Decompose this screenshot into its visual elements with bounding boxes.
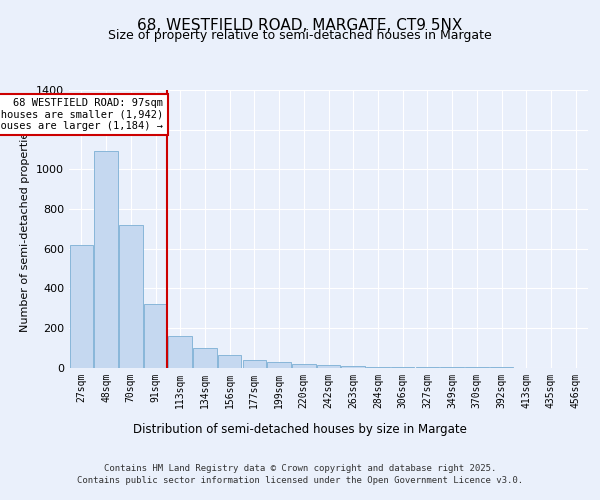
Bar: [366, 366, 389, 368]
Bar: [119, 225, 143, 368]
Y-axis label: Number of semi-detached properties: Number of semi-detached properties: [20, 126, 31, 332]
Text: Contains public sector information licensed under the Open Government Licence v3: Contains public sector information licen…: [77, 476, 523, 485]
Bar: [144, 304, 167, 368]
Text: Contains HM Land Registry data © Crown copyright and database right 2025.: Contains HM Land Registry data © Crown c…: [104, 464, 496, 473]
Bar: [317, 364, 340, 368]
Bar: [391, 367, 415, 368]
Bar: [341, 366, 365, 368]
Bar: [169, 336, 192, 368]
Bar: [94, 152, 118, 368]
Text: Distribution of semi-detached houses by size in Margate: Distribution of semi-detached houses by …: [133, 422, 467, 436]
Bar: [292, 364, 316, 368]
Bar: [193, 348, 217, 368]
Text: Size of property relative to semi-detached houses in Margate: Size of property relative to semi-detach…: [108, 29, 492, 42]
Bar: [218, 354, 241, 368]
Bar: [70, 244, 93, 368]
Bar: [268, 362, 291, 368]
Bar: [242, 360, 266, 368]
Text: 68, WESTFIELD ROAD, MARGATE, CT9 5NX: 68, WESTFIELD ROAD, MARGATE, CT9 5NX: [137, 18, 463, 32]
Text: 68 WESTFIELD ROAD: 97sqm
← 61% of semi-detached houses are smaller (1,942)
37% o: 68 WESTFIELD ROAD: 97sqm ← 61% of semi-d…: [0, 98, 163, 131]
